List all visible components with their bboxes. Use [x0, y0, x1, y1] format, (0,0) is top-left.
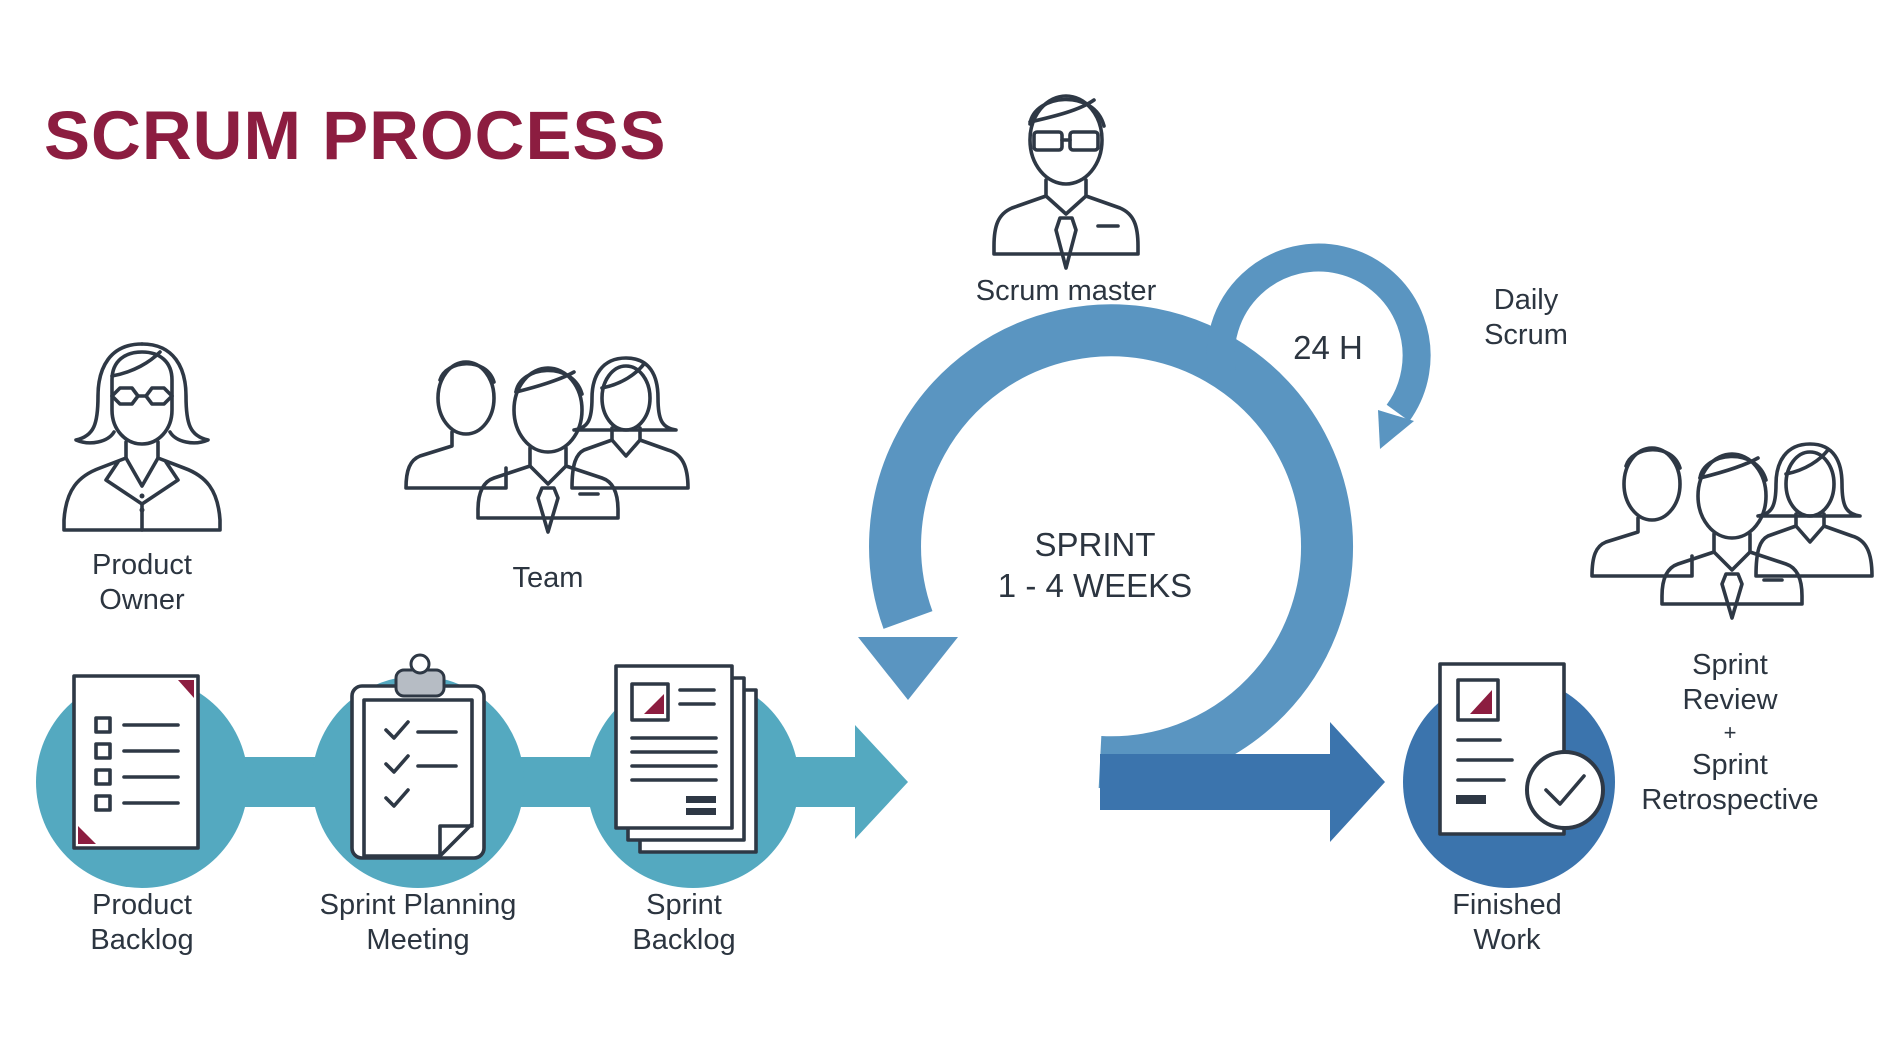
- review-team-icon: [1590, 442, 1874, 620]
- arrow-to-sprint: [780, 725, 908, 839]
- scrum-master-label: Scrum master: [975, 275, 1157, 307]
- page-title: SCRUM PROCESS: [44, 97, 667, 174]
- man-with-glasses-icon: [992, 94, 1140, 270]
- document-stack-icon: [614, 664, 758, 854]
- sprint-planning-label: Sprint Planning Meeting: [319, 889, 517, 956]
- daily-scrum-arrowhead: [1378, 410, 1414, 449]
- finished-work-label: Finished Work: [1452, 889, 1562, 956]
- list-document-icon: [72, 674, 200, 850]
- checked-document-icon: [1438, 662, 1605, 836]
- review-retrospective-label: Sprint Review + Sprint Retrospective: [1641, 649, 1819, 816]
- team-icon: [404, 356, 690, 534]
- woman-icon: [62, 342, 222, 532]
- daily-scrum-label: Daily Scrum: [1484, 284, 1568, 351]
- product-backlog-label: Product Backlog: [90, 889, 194, 956]
- sprint-label: SPRINT 1 - 4 WEEKS: [997, 526, 1193, 604]
- sprint-cycle-arrow: [869, 304, 1354, 789]
- team-label: Team: [512, 562, 584, 594]
- sprint-cycle-arrowhead: [858, 637, 958, 700]
- sprint-backlog-label: Sprint Backlog: [632, 889, 736, 956]
- arrow-to-finished-work: [1100, 722, 1385, 842]
- clipboard-checklist-icon: [350, 653, 486, 860]
- daily-scrum-arrow: [1206, 243, 1431, 422]
- product-owner-label: Product Owner: [92, 549, 192, 616]
- daily-scrum-cycle-label: 24 H: [1293, 329, 1363, 366]
- sprint-cycle: [858, 304, 1354, 789]
- daily-scrum-loop: [1206, 243, 1431, 449]
